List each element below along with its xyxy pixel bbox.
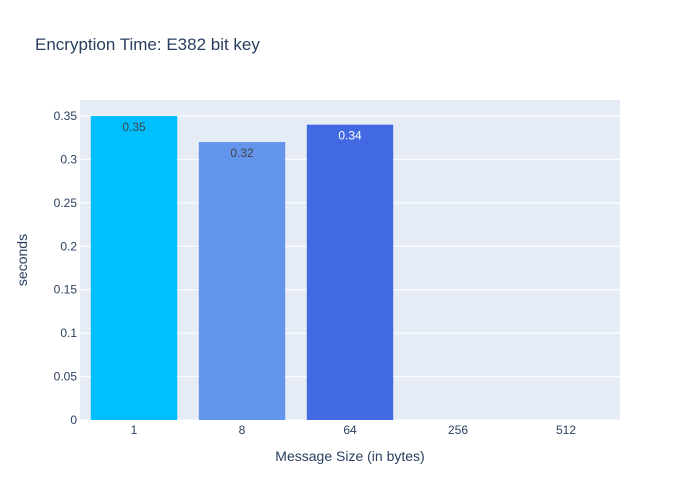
y-tick-label: 0.1 — [60, 326, 77, 340]
x-axis-title: Message Size (in bytes) — [275, 448, 424, 464]
data-label-64: 0.34 — [338, 129, 362, 143]
bars — [90, 115, 394, 421]
x-tick-label: 64 — [343, 423, 357, 437]
chart-title: Encryption Time: E382 bit key — [35, 35, 260, 54]
data-labels: 0.35 0.32 0.34 — [122, 120, 362, 160]
data-label-8: 0.32 — [230, 146, 254, 160]
bar-1[interactable] — [90, 115, 178, 420]
y-tick-label: 0 — [70, 413, 77, 427]
x-tick-label: 8 — [239, 423, 246, 437]
x-tick-label: 512 — [556, 423, 576, 437]
y-axis-ticks: 0 0.05 0.1 0.15 0.2 0.25 0.3 0.35 — [54, 109, 78, 427]
bar-64[interactable] — [306, 124, 394, 421]
y-tick-label: 0.35 — [54, 109, 78, 123]
bar-8[interactable] — [198, 142, 286, 420]
x-tick-label: 256 — [448, 423, 468, 437]
x-tick-label: 1 — [131, 423, 138, 437]
data-label-1: 0.35 — [122, 120, 146, 134]
y-tick-label: 0.2 — [60, 239, 77, 253]
y-tick-label: 0.15 — [54, 283, 78, 297]
y-axis-title: seconds — [14, 234, 30, 286]
y-tick-label: 0.05 — [54, 370, 78, 384]
x-axis-ticks: 1 8 64 256 512 — [131, 423, 577, 437]
y-tick-label: 0.3 — [60, 152, 77, 166]
y-tick-label: 0.25 — [54, 196, 78, 210]
